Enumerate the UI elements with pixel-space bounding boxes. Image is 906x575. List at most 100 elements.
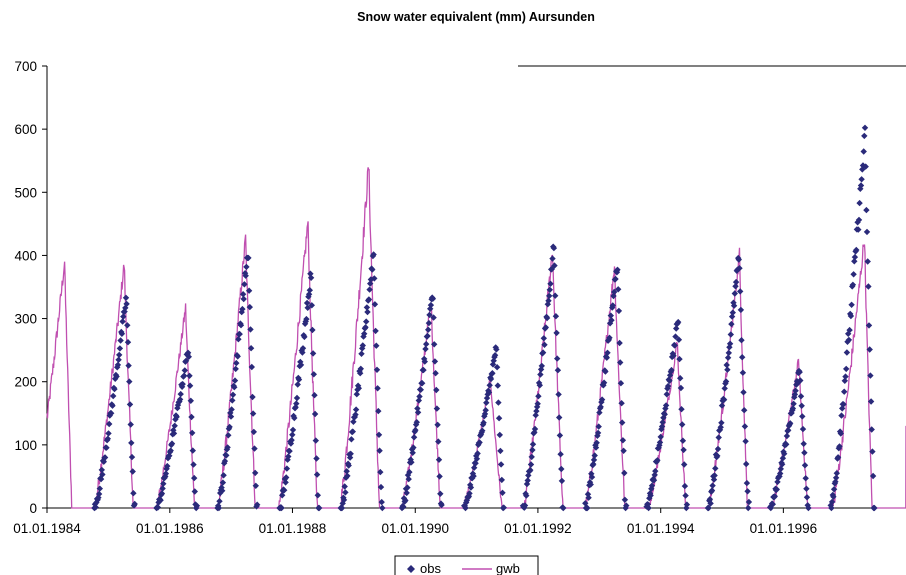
obs-point [868, 426, 875, 433]
obs-point [345, 462, 352, 469]
obs-point [534, 400, 541, 407]
y-tick-label: 400 [14, 248, 37, 263]
obs-point [739, 369, 747, 376]
obs-point [553, 329, 560, 337]
obs-point [363, 304, 371, 311]
obs-point [523, 492, 530, 499]
obs-point [286, 447, 293, 455]
obs-point [712, 465, 719, 472]
obs-point [774, 478, 781, 486]
obs-point [125, 362, 132, 369]
obs-point [252, 482, 259, 489]
obs-point [619, 437, 627, 444]
obs-point [242, 272, 249, 279]
obs-point [789, 405, 797, 412]
obs-point [618, 400, 625, 407]
obs-point [353, 391, 360, 398]
obs-point [294, 381, 301, 388]
obs-point [587, 481, 594, 488]
obs-point [154, 504, 162, 511]
obs-point [726, 340, 734, 347]
obs-point [585, 494, 592, 501]
obs-point [341, 483, 348, 490]
obs-point [860, 148, 867, 155]
obs-point [309, 326, 316, 334]
obs-point [794, 380, 801, 387]
obs-point [542, 324, 549, 331]
obs-point [352, 411, 359, 418]
obs-point [289, 426, 297, 434]
obs-point [709, 482, 716, 489]
obs-point [805, 504, 812, 512]
obs-point [652, 467, 659, 475]
obs-point [556, 414, 563, 421]
obs-point [187, 397, 194, 404]
obs-point [714, 445, 722, 453]
obs-point [470, 472, 477, 480]
obs-point [611, 288, 618, 296]
obs-point [240, 295, 247, 303]
obs-point [231, 384, 238, 391]
legend-gwb-label: gwb [496, 561, 520, 575]
obs-point [433, 405, 441, 412]
obs-point [612, 275, 619, 283]
obs-point [219, 487, 226, 494]
obs-point [527, 466, 534, 474]
obs-point [862, 163, 869, 170]
x-tick-label: 01.01.1992 [504, 521, 572, 536]
obs-point [167, 447, 174, 454]
legend-obs-marker [407, 565, 415, 573]
obs-point [617, 359, 624, 366]
obs-point [832, 474, 840, 481]
obs-point [372, 327, 379, 335]
obs-point [224, 444, 231, 451]
obs-point [498, 476, 505, 484]
obs-point [363, 318, 370, 325]
obs-point [417, 386, 424, 393]
obs-point [529, 446, 536, 454]
obs-point [367, 280, 374, 287]
obs-point [191, 474, 198, 482]
obs-point [683, 504, 690, 512]
obs-point [595, 423, 602, 430]
obs-point [828, 504, 835, 512]
obs-point [544, 301, 551, 308]
obs-point [673, 325, 680, 332]
obs-point [584, 504, 591, 512]
obs-point [655, 444, 662, 451]
obs-point [744, 488, 751, 495]
obs-point [648, 485, 655, 492]
obs-point [528, 453, 535, 461]
obs-point [851, 258, 858, 265]
obs-point [366, 286, 373, 293]
obs-point [350, 418, 357, 425]
x-tick-label: 01.01.1990 [381, 521, 449, 536]
obs-point [848, 301, 855, 308]
obs-point [297, 361, 305, 369]
obs-point [791, 394, 798, 401]
x-tick-label: 01.01.1986 [136, 521, 204, 536]
obs-point [485, 389, 493, 396]
obs-point [836, 443, 843, 450]
obs-point [116, 351, 123, 359]
obs-point [827, 502, 834, 509]
obs-point [162, 470, 170, 477]
obs-point [657, 433, 664, 441]
y-tick-label: 100 [14, 438, 37, 453]
obs-point [438, 501, 445, 509]
obs-point [126, 401, 134, 408]
obs-point [98, 466, 105, 474]
obs-point [342, 489, 349, 496]
obs-point [678, 406, 685, 413]
obs-point [308, 302, 315, 309]
obs-point [666, 372, 674, 379]
obs-point [851, 253, 859, 261]
obs-point [497, 447, 504, 455]
obs-point [186, 372, 193, 379]
obs-point [180, 372, 188, 379]
obs-point [283, 465, 291, 472]
obs-point [491, 352, 499, 359]
obs-point [594, 429, 602, 437]
obs-point [854, 219, 861, 226]
obs-point [357, 370, 364, 377]
